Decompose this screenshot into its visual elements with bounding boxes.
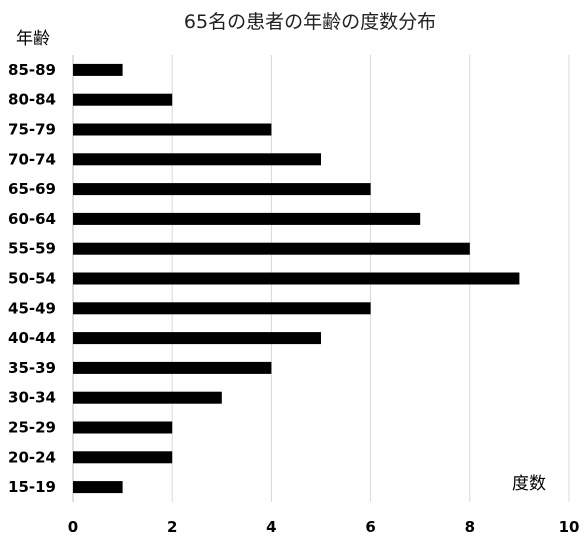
x-tick-8: 8 [465,518,475,536]
category-label-70-74: 70-74 [8,150,56,168]
category-label-75-79: 75-79 [8,121,56,139]
category-label-25-29: 25-29 [8,419,56,437]
bar-45-49 [73,302,371,315]
bar-20-24 [73,451,173,464]
category-label-40-44: 40-44 [8,329,56,347]
category-label-15-19: 15-19 [8,478,56,496]
category-label-60-64: 60-64 [8,210,56,228]
bar-65-69 [73,183,371,196]
bar-50-54 [73,272,520,285]
category-label-50-54: 50-54 [8,270,56,288]
category-label-30-34: 30-34 [8,389,56,407]
category-label-35-39: 35-39 [8,359,56,377]
bar-75-79 [73,123,272,136]
bar-30-34 [73,391,222,404]
category-label-65-69: 65-69 [8,180,56,198]
bar-85-89 [73,63,123,76]
bar-40-44 [73,332,321,345]
category-label-85-89: 85-89 [8,61,56,79]
category-label-20-24: 20-24 [8,448,56,466]
x-tick-6: 6 [365,518,375,536]
bar-60-64 [73,212,421,225]
bar-35-39 [73,361,272,374]
bar-80-84 [73,93,173,106]
x-tick-0: 0 [68,518,78,536]
bars [73,63,520,494]
y-axis-title: 年齢 [16,29,50,49]
x-tick-10: 10 [559,518,580,536]
x-axis-title: 度数 [512,474,546,494]
bar-25-29 [73,421,173,434]
x-tick-4: 4 [266,518,276,536]
category-label-80-84: 80-84 [8,91,56,109]
x-tick-labels: 0 2 4 6 8 10 [68,518,580,536]
category-label-45-49: 45-49 [8,299,56,317]
category-labels: 15-19 20-24 25-29 30-34 35-39 40-44 45-49 50-54… [8,61,56,496]
category-label-55-59: 55-59 [8,240,56,258]
bar-70-74 [73,153,321,166]
bar-15-19 [73,481,123,494]
bar-55-59 [73,242,470,255]
chart-title: 65名の患者の年齢の度数分布 [184,11,436,33]
x-tick-2: 2 [167,518,177,536]
